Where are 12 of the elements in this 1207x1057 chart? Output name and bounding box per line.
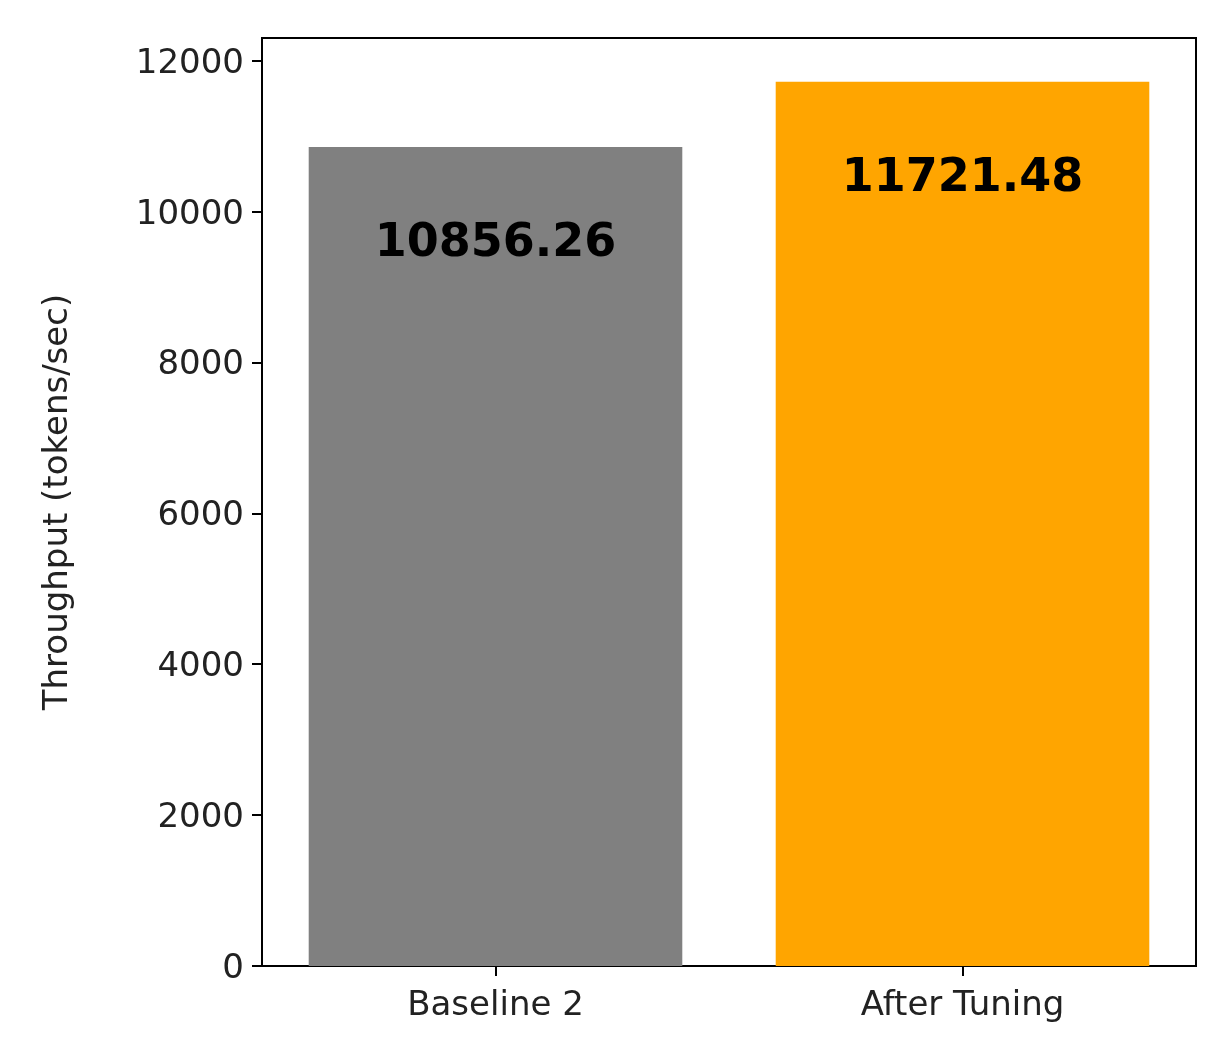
y-tick-label: 2000 bbox=[157, 795, 244, 836]
y-tick-label: 10000 bbox=[135, 191, 244, 232]
y-tick-label: 4000 bbox=[157, 644, 244, 685]
y-tick-label: 12000 bbox=[135, 40, 244, 81]
x-tick-label: Baseline 2 bbox=[407, 983, 584, 1023]
data-label: 11721.48 bbox=[841, 147, 1084, 202]
y-tick-label: 8000 bbox=[157, 342, 244, 383]
x-tick-label: After Tuning bbox=[860, 983, 1065, 1023]
data-label: 10856.26 bbox=[374, 212, 617, 267]
y-axis-title: Throughput (tokens/sec) bbox=[35, 293, 75, 712]
y-tick-label: 0 bbox=[222, 946, 244, 986]
y-tick-label: 6000 bbox=[157, 493, 244, 534]
